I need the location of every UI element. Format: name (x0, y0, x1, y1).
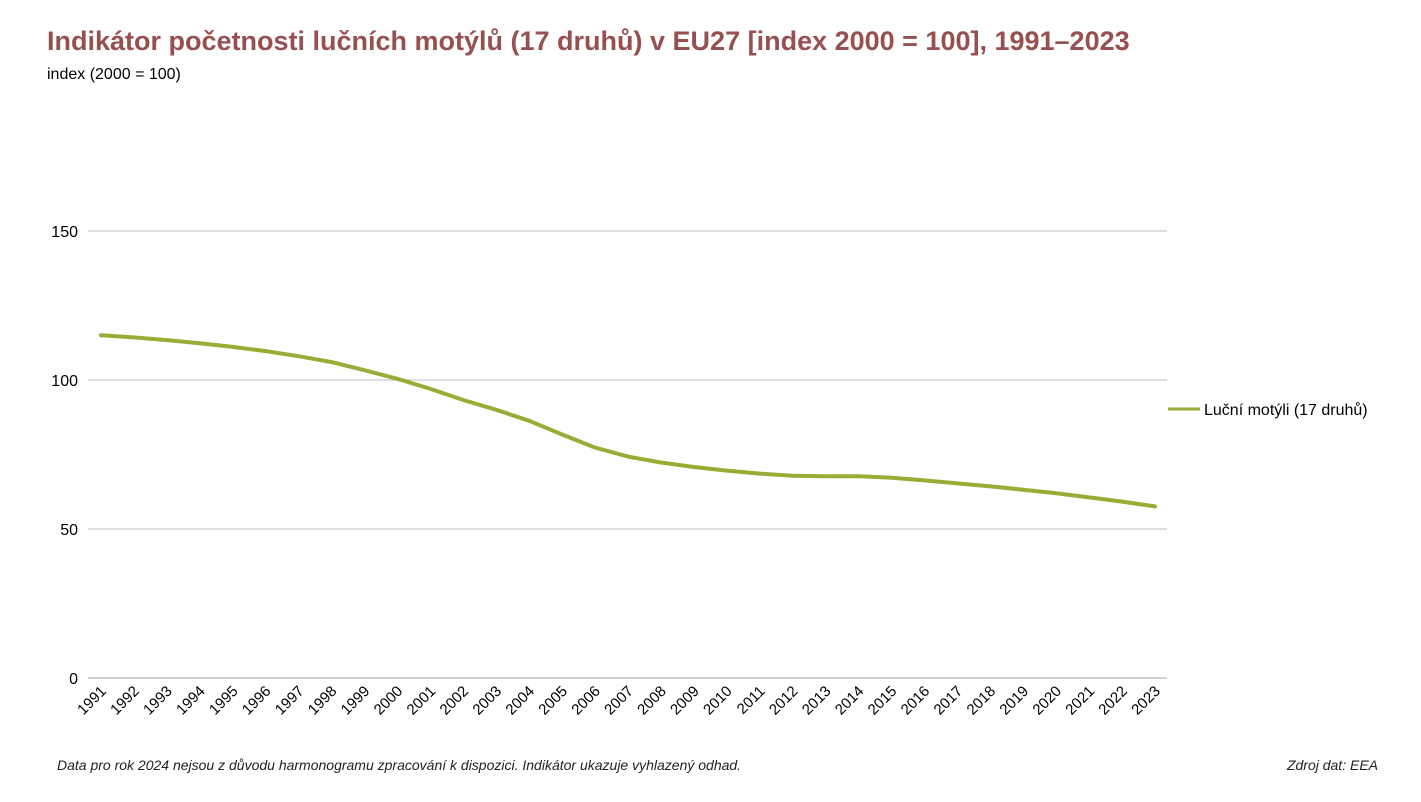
x-tick-label: 2007 (601, 683, 637, 719)
y-tick-label: 50 (60, 522, 78, 539)
gridlines (88, 230, 1167, 679)
x-tick-label: 2014 (832, 683, 868, 719)
x-tick-label: 2011 (734, 683, 769, 718)
legend: Luční motýli (17 druhů) (1168, 401, 1368, 419)
x-tick-label: 2017 (931, 683, 967, 719)
x-tick-label: 2019 (996, 683, 1032, 719)
x-tick-label: 2015 (865, 683, 901, 719)
x-tick-label: 2023 (1128, 683, 1164, 719)
x-tick-label: 2001 (404, 683, 440, 719)
y-tick-label: 100 (51, 373, 78, 390)
x-tick-label: 2008 (634, 683, 670, 719)
y-tick-labels: 0 50 100 150 (51, 224, 78, 688)
x-tick-label: 1996 (239, 683, 275, 719)
x-tick-label: 2009 (667, 683, 703, 719)
x-tick-label: 2012 (766, 683, 802, 719)
x-tick-label: 2022 (1095, 683, 1131, 719)
y-tick-label: 0 (69, 671, 78, 688)
x-tick-label: 1997 (272, 683, 308, 719)
x-tick-label: 1992 (107, 683, 143, 719)
x-tick-label: 2018 (964, 683, 1000, 719)
series-lines (99, 333, 1157, 509)
x-tick-label: 2005 (535, 683, 571, 719)
x-tick-label: 1993 (140, 683, 176, 719)
x-tick-label: 2016 (898, 683, 934, 719)
source-note: Zdroj dat: EEA (1286, 757, 1378, 773)
x-tick-label: 2020 (1029, 683, 1065, 719)
x-tick-label: 1991 (74, 683, 110, 719)
x-tick-label: 2003 (469, 683, 505, 719)
y-axis-label: index (2000 = 100) (47, 66, 181, 83)
x-tick-label: 2010 (700, 683, 736, 719)
series-line (99, 333, 1157, 509)
legend-label: Luční motýli (17 druhů) (1204, 401, 1368, 419)
x-tick-label: 2021 (1062, 683, 1098, 719)
x-tick-labels: 1991199219931994199519961997199819992000… (74, 683, 1164, 719)
chart-title: Indikátor početnosti lučních motýlů (17 … (47, 26, 1130, 56)
x-tick-label: 2002 (437, 683, 473, 719)
x-tick-label: 2013 (799, 683, 835, 719)
x-tick-label: 1995 (206, 683, 242, 719)
x-tick-label: 2004 (502, 683, 538, 719)
x-tick-label: 2000 (371, 683, 407, 719)
y-tick-label: 150 (51, 224, 78, 241)
footnote: Data pro rok 2024 nejsou z důvodu harmon… (57, 757, 742, 773)
x-tick-label: 1998 (305, 683, 341, 719)
x-tick-label: 1994 (173, 683, 209, 719)
x-tick-label: 2006 (568, 683, 604, 719)
x-tick-label: 1999 (338, 683, 374, 719)
